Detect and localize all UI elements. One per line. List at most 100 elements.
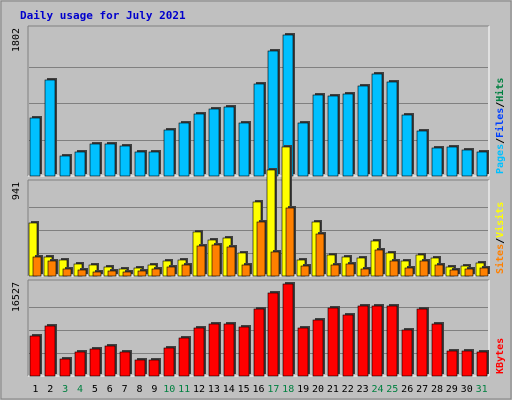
bar-sites-day-1 [32,256,42,277]
side-legend: Pages/Files/Hits [494,78,506,174]
bar-sites-day-13 [211,244,221,277]
bar-hits-day-15 [238,122,250,177]
series-kbytes [29,282,489,377]
bar-sites-day-7 [122,271,132,277]
bar-kbytes-day-3 [59,358,71,377]
bar-kbytes-day-29 [446,350,458,377]
side-legend-item: Files [494,108,506,138]
x-tick-label: 29 [446,384,458,395]
bar-sites-day-16 [256,221,266,277]
x-tick-label: 30 [461,384,473,395]
bar-kbytes-day-24 [371,305,383,377]
x-tick-label: 3 [62,384,68,395]
x-tick-label: 2 [47,384,53,395]
bar-sites-day-25 [389,260,399,277]
bar-sites-day-19 [300,265,310,277]
bar-kbytes-day-6 [104,345,116,377]
bar-hits-day-19 [297,122,309,177]
bar-kbytes-day-4 [74,351,86,377]
bar-sites-day-26 [404,267,414,277]
bar-kbytes-day-20 [312,319,324,377]
x-tick-label: 10 [163,384,175,395]
bar-kbytes-day-19 [297,327,309,377]
bar-kbytes-day-18 [282,283,294,377]
bar-sites-day-18 [285,207,295,277]
side-legend-item: / [495,138,506,144]
bar-sites-day-20 [315,233,325,277]
bar-sites-day-23 [360,268,370,277]
bar-hits-day-4 [74,151,86,177]
bar-hits-day-17 [267,50,279,177]
side-legend-item: Sites [494,244,506,274]
bar-sites-day-14 [226,246,236,277]
bar-hits-day-1 [29,117,41,177]
bar-sites-day-12 [196,245,206,277]
bar-hits-day-21 [327,95,339,177]
bar-kbytes-day-2 [44,325,56,377]
bar-hits-day-8 [134,151,146,177]
x-tick-labels: 1 2 3 4 5 6 7 8 9 10 11 12 13 14 15 16 17 18 19 20 21 22 23 24 2… [32,384,487,395]
bar-hits-day-28 [431,147,443,177]
x-tick-label: 20 [312,384,324,395]
bar-sites-day-27 [419,260,429,277]
side-legend-item: KBytes [495,338,506,374]
chart-title: Daily usage for July 2021 [20,9,186,22]
bar-hits-day-5 [89,143,101,177]
bar-sites-day-31 [479,267,489,277]
bar-hits-day-30 [461,149,473,177]
y-max-label: 16527 [11,282,22,312]
side-legend-item: Hits [494,78,506,102]
x-tick-label: 27 [416,384,428,395]
x-tick-label: 16 [252,384,264,395]
x-tick-label: 26 [401,384,413,395]
bar-hits-day-9 [148,151,160,177]
bar-kbytes-day-8 [134,359,146,377]
bar-hits-day-23 [357,85,369,177]
bar-sites-day-6 [107,270,117,277]
x-tick-label: 4 [77,384,83,395]
side-legend: KBytes [495,338,506,374]
side-legend-item: Pages [495,144,506,174]
x-tick-label: 13 [208,384,220,395]
bar-kbytes-day-27 [416,308,428,377]
side-legend: Sites/Visits [494,202,506,274]
bar-hits-day-2 [44,79,56,177]
x-tick-label: 15 [238,384,250,395]
bar-sites-day-28 [434,264,444,277]
x-tick-label: 19 [297,384,309,395]
side-legend-item: / [495,102,506,108]
x-tick-label: 28 [431,384,443,395]
bar-kbytes-day-31 [476,351,488,377]
series-sites [32,206,490,277]
bar-kbytes-day-30 [461,350,473,377]
x-tick-label: 1 [32,384,38,395]
x-tick-label: 11 [178,384,190,395]
bar-kbytes-day-14 [223,323,235,377]
bar-hits-day-3 [59,155,71,177]
x-tick-label: 25 [386,384,398,395]
y-max-label: 1802 [11,28,22,52]
bar-hits-day-20 [312,94,324,177]
x-tick-label: 9 [151,384,157,395]
bar-sites-day-8 [137,270,147,277]
bar-sites-day-21 [330,264,340,277]
x-tick-label: 6 [107,384,113,395]
bar-hits-day-24 [371,73,383,177]
bar-kbytes-day-17 [267,292,279,377]
bar-hits-day-12 [193,113,205,177]
bar-kbytes-day-25 [386,305,398,377]
panel-kbytes: 16527 KBytes [11,279,506,377]
bar-hits-day-6 [104,143,116,177]
y-max-label: 941 [11,182,22,200]
bar-hits-day-14 [223,106,235,177]
bar-kbytes-day-7 [119,351,131,377]
bar-sites-day-2 [47,260,57,277]
bar-hits-day-11 [178,122,190,177]
bar-sites-day-4 [77,269,87,277]
bar-kbytes-day-21 [327,307,339,377]
x-tick-label: 23 [357,384,369,395]
bar-hits-day-7 [119,145,131,177]
x-tick-label: 31 [476,384,488,395]
bar-hits-day-16 [253,83,265,177]
